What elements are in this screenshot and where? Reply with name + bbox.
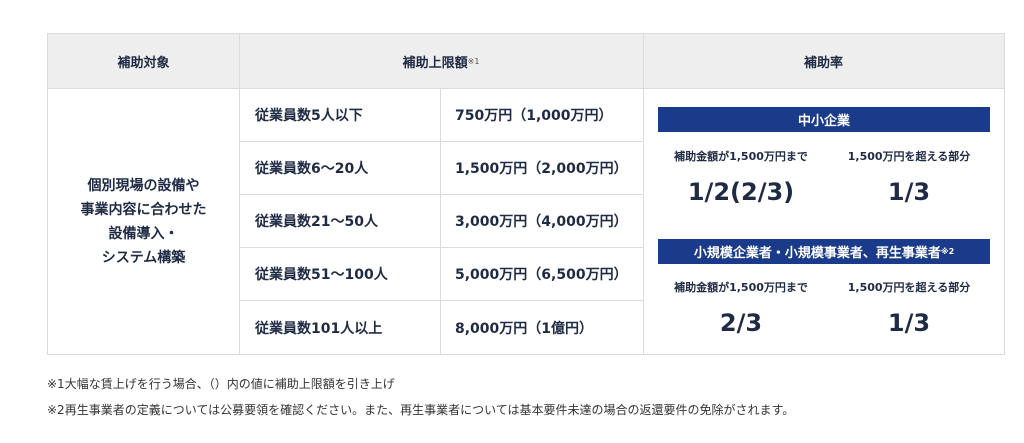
sme-col1-value: 1/2(2/3)	[687, 178, 795, 206]
column-divider	[643, 34, 644, 354]
limit-amount: 8,000万円（1億円）	[455, 320, 594, 337]
employee-count: 従業員数5人以下	[255, 108, 363, 124]
cell-divider	[440, 142, 441, 194]
sme-title: 中小企業	[797, 114, 850, 129]
sme-band: 中小企業	[658, 107, 990, 132]
target-line: 個別現場の設備や	[87, 177, 200, 194]
small-col1-value: 2/3	[719, 309, 763, 337]
employee-count: 従業員数51〜100人	[255, 267, 388, 283]
cell-divider	[440, 248, 441, 300]
small-col2-label: 1,500万円を超える部分	[847, 281, 971, 294]
table-row: 従業員数51〜100人 5,000万円（6,500万円）	[239, 248, 643, 301]
cell-divider	[440, 89, 441, 141]
employee-count: 従業員数6〜20人	[255, 161, 369, 177]
limit-amount: 750万円（1,000万円）	[455, 108, 613, 124]
target-cell: 個別現場の設備や 事業内容に合わせた 設備導入・ システム構築	[48, 89, 239, 354]
limit-amount: 1,500万円（2,000万円）	[455, 161, 628, 177]
table-row: 従業員数6〜20人 1,500万円（2,000万円）	[239, 142, 643, 195]
limit-amount: 5,000万円（6,500万円）	[455, 267, 628, 283]
footnote-2: ※2再生事業者の定義については公募要領を確認ください。また、再生事業者については…	[47, 403, 795, 417]
target-line: 事業内容に合わせた	[80, 201, 207, 218]
cell-divider	[440, 195, 441, 247]
sme-col2-label: 1,500万円を超える部分	[847, 150, 971, 163]
header-target-label: 補助対象	[117, 55, 170, 71]
header-rate-label: 補助率	[803, 55, 843, 71]
table-row: 従業員数21〜50人 3,000万円（4,000万円）	[239, 195, 643, 248]
table-row: 従業員数5人以下 750万円（1,000万円）	[239, 89, 643, 142]
small-title-note: ※2	[940, 247, 955, 256]
header-limit-label: 補助上限額	[402, 55, 468, 71]
limit-amount: 3,000万円（4,000万円）	[455, 214, 628, 230]
header-limit: 補助上限額 ※1	[239, 34, 643, 89]
employee-count: 従業員数101人以上	[255, 320, 383, 337]
sme-col1-label: 補助金額が1,500万円まで	[674, 150, 808, 163]
small-col2-value: 1/3	[887, 309, 931, 337]
footnote-1: ※1大幅な賃上げを行う場合、（）内の値に補助上限額を引き上げ	[47, 377, 395, 391]
cell-divider	[440, 301, 441, 354]
small-col1-label: 補助金額が1,500万円まで	[674, 281, 808, 294]
small-band: 小規模企業者・小規模事業者、再生事業者 ※2	[658, 239, 990, 264]
sme-col2-value: 1/3	[887, 178, 931, 206]
target-line: システム構築	[101, 249, 186, 266]
target-line: 設備導入・	[108, 225, 179, 242]
header-target: 補助対象	[48, 34, 239, 89]
header-limit-note: ※1	[467, 56, 480, 66]
small-title: 小規模企業者・小規模事業者、再生事業者	[693, 246, 941, 261]
header-rate: 補助率	[643, 34, 1004, 89]
table-row: 従業員数101人以上 8,000万円（1億円）	[239, 301, 643, 354]
subsidy-table: 補助対象 補助上限額 ※1 補助率 個別現場の設備や 事業内容に合わせた 設備導入…	[47, 33, 1005, 355]
employee-count: 従業員数21〜50人	[255, 214, 378, 230]
